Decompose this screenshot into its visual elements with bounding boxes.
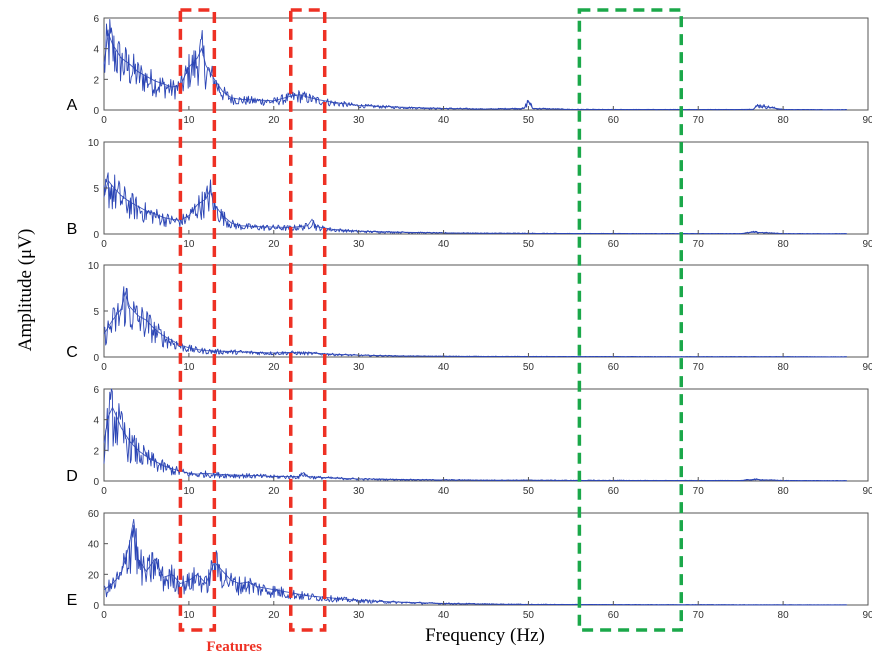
panel-a: 0 10 20 30 40 50 60 70 80 90 0 2 4 6 A (67, 14, 872, 126)
annotation-box-2 (289, 8, 327, 632)
y-axis-label: Amplitude (μV) (15, 229, 36, 352)
panel-c: 0 10 20 30 40 50 60 70 80 90 0 5 10 C (66, 261, 872, 373)
plot-frame (103, 141, 869, 235)
y-tick-label: 6 (93, 14, 99, 25)
x-tick-label: 50 (523, 239, 535, 250)
annotation-box-1 (178, 8, 217, 632)
x-tick-label: 70 (693, 362, 705, 373)
x-tick-label: 90 (862, 610, 872, 621)
x-tick-label: 40 (438, 362, 450, 373)
plot-frame (103, 388, 869, 482)
x-tick-label: 20 (268, 239, 280, 250)
x-tick-label: 60 (608, 610, 620, 621)
y-tick-label: 2 (93, 75, 99, 86)
x-tick-label: 80 (778, 115, 790, 126)
y-tick-label: 5 (93, 184, 99, 195)
panel-label: D (66, 468, 78, 485)
x-tick-label: 10 (183, 486, 195, 497)
x-tick-label: 10 (183, 610, 195, 621)
x-tick-label: 80 (778, 239, 790, 250)
panel-b: 0 10 20 30 40 50 60 70 80 90 0 5 10 B (67, 138, 872, 250)
y-tick-label: 40 (88, 540, 100, 551)
x-tick-label: 60 (608, 362, 620, 373)
x-tick-label: 40 (438, 239, 450, 250)
x-tick-label: 60 (608, 486, 620, 497)
y-tick-label: 10 (88, 138, 100, 149)
series-envelope-a (103, 31, 847, 111)
x-tick-label: 10 (183, 115, 195, 126)
x-tick-label: 60 (608, 115, 620, 126)
y-tick-label: 20 (88, 570, 100, 581)
annotation-layer: Features (178, 8, 683, 653)
x-axis-label: Frequency (Hz) (425, 625, 545, 646)
panel-d: 0 10 20 30 40 50 60 70 80 90 0 2 4 6 D (66, 385, 872, 497)
x-tick-label: 10 (183, 362, 195, 373)
x-tick-label: 70 (693, 486, 705, 497)
x-tick-label: 0 (101, 610, 107, 621)
plot-frame (103, 17, 869, 111)
x-tick-label: 60 (608, 239, 620, 250)
x-tick-label: 40 (438, 486, 450, 497)
x-tick-label: 10 (183, 239, 195, 250)
y-tick-label: 0 (93, 106, 99, 117)
y-tick-label: 5 (93, 307, 99, 318)
y-tick-label: 0 (93, 601, 99, 612)
x-tick-label: 90 (862, 362, 872, 373)
x-tick-label: 20 (268, 486, 280, 497)
y-tick-label: 4 (93, 45, 99, 56)
x-tick-label: 0 (101, 362, 107, 373)
plot-frame (103, 264, 869, 358)
y-tick-label: 60 (88, 509, 100, 520)
x-tick-label: 30 (353, 486, 365, 497)
x-tick-label: 90 (862, 115, 872, 126)
x-tick-label: 30 (353, 239, 365, 250)
x-tick-label: 80 (778, 486, 790, 497)
y-tick-label: 6 (93, 385, 99, 396)
x-tick-label: 50 (523, 115, 535, 126)
x-tick-label: 20 (268, 362, 280, 373)
y-tick-label: 10 (88, 261, 100, 272)
panel-label: C (66, 344, 78, 361)
x-tick-label: 20 (268, 610, 280, 621)
series-envelope-b (103, 179, 847, 235)
x-tick-label: 90 (862, 239, 872, 250)
y-tick-label: 0 (93, 230, 99, 241)
panel-label: B (67, 221, 78, 238)
y-tick-label: 2 (93, 446, 99, 457)
panel-label: E (67, 592, 78, 609)
y-tick-label: 4 (93, 416, 99, 427)
x-tick-label: 40 (438, 115, 450, 126)
x-tick-label: 0 (101, 115, 107, 126)
x-tick-label: 70 (693, 610, 705, 621)
x-tick-label: 50 (523, 610, 535, 621)
plot-frame (103, 512, 869, 606)
panel-e: 0 10 20 30 40 50 60 70 80 90 0 20 40 60 E (67, 509, 872, 621)
y-tick-label: 0 (93, 353, 99, 364)
series-envelope-c (103, 290, 847, 358)
y-tick-label: 0 (93, 477, 99, 488)
x-tick-label: 80 (778, 362, 790, 373)
panel-label: A (67, 97, 78, 114)
x-tick-label: 20 (268, 115, 280, 126)
x-tick-label: 70 (693, 115, 705, 126)
x-tick-label: 50 (523, 486, 535, 497)
series-envelope-d (103, 406, 847, 482)
features-label: Features (206, 639, 262, 653)
x-tick-label: 30 (353, 610, 365, 621)
x-tick-label: 80 (778, 610, 790, 621)
x-tick-label: 0 (101, 486, 107, 497)
x-tick-label: 30 (353, 362, 365, 373)
x-tick-label: 0 (101, 239, 107, 250)
series-envelope-e (103, 519, 847, 606)
x-tick-label: 50 (523, 362, 535, 373)
x-tick-label: 90 (862, 486, 872, 497)
x-tick-label: 70 (693, 239, 705, 250)
x-tick-label: 30 (353, 115, 365, 126)
x-tick-label: 40 (438, 610, 450, 621)
